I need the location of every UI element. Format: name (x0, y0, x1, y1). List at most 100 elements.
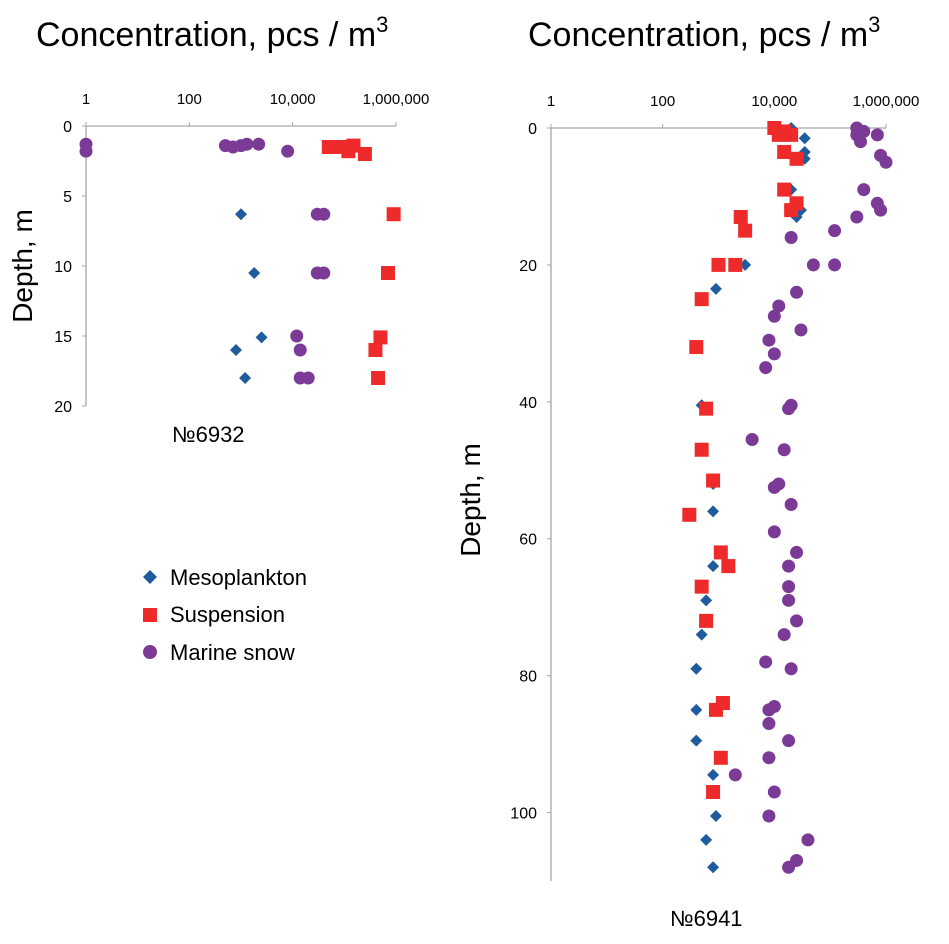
suspension-point (721, 559, 736, 574)
marine-snow-point (762, 703, 776, 717)
tick-labels: 1 100 10,000 1,000,000 0 5 10 15 20 (54, 91, 429, 416)
marine-snow-point (767, 347, 781, 361)
suspension-point (694, 292, 709, 307)
marine-snow-point (772, 299, 786, 313)
tick-labels: 1 100 10,000 1,000,000 0 20 40 60 80 100 (510, 93, 919, 823)
legend-label: Mesoplankton (170, 565, 307, 590)
mesoplankton-point (798, 132, 811, 145)
chart-title: Concentration, pcs / m3 (528, 12, 880, 54)
legend-item-mesoplankton: Mesoplankton (143, 565, 307, 590)
marine-snow-point (293, 343, 307, 357)
suspension-point (784, 127, 799, 142)
legend-marker-circle (143, 645, 157, 659)
suspension-point (682, 507, 697, 522)
station-label: №6932 (172, 422, 245, 447)
marine-snow-point (828, 258, 842, 272)
mesoplankton-point (707, 505, 720, 518)
suspension-point (708, 702, 723, 717)
suspension-point (371, 371, 386, 385)
suspension-point (777, 182, 792, 197)
y-tick-label: 20 (519, 258, 537, 275)
marine-snow-point (317, 207, 331, 221)
marine-snow-point (767, 785, 781, 799)
marine-snow-point (767, 525, 781, 539)
y-tick-label: 20 (54, 399, 72, 416)
x-tick-label: 10,000 (270, 91, 316, 108)
suspension-point (777, 144, 792, 159)
marine-snow-point (784, 231, 798, 245)
marine-snow-point (782, 734, 796, 748)
marine-snow-point (240, 137, 254, 151)
marine-snow-point (790, 545, 804, 559)
suspension-point (368, 343, 383, 357)
marine-snow-point (252, 137, 266, 151)
mesoplankton-point (690, 703, 703, 716)
legend-item-marine-snow: Marine snow (143, 640, 295, 665)
x-tick-label: 100 (177, 91, 202, 108)
x-tick-label: 10,000 (751, 93, 797, 110)
y-tick-label: 100 (510, 806, 537, 823)
mesoplankton-point (707, 861, 720, 874)
mesoplankton-point (229, 344, 242, 356)
marine-snow-point (857, 183, 871, 197)
marine-snow-point (777, 628, 791, 642)
suspension-point (694, 442, 709, 457)
suspension-point (373, 330, 388, 345)
marine-snow-point (759, 361, 773, 375)
y-tick-label: 15 (54, 329, 72, 346)
marine-snow-point (79, 144, 93, 158)
marine-snow-point (801, 833, 815, 847)
mesoplankton-point (695, 628, 708, 641)
chart-station-6932: Concentration, pcs / m3 Depth, m №6932 1… (7, 12, 429, 447)
y-tick-label: 5 (63, 189, 72, 206)
y-tick-label: 10 (54, 259, 72, 276)
marine-snow-point (762, 333, 776, 347)
mesoplankton-point (690, 734, 703, 747)
marine-snow-point (870, 128, 884, 142)
y-tick-label: 0 (528, 121, 537, 138)
suspension-point (706, 785, 721, 800)
marine-snow-point (828, 224, 842, 238)
suspension-point (386, 207, 401, 222)
x-tick-label: 1,000,000 (853, 93, 920, 110)
y-tick-label: 40 (519, 395, 537, 412)
y-tick-label: 60 (519, 532, 537, 549)
y-axis-label: Depth, m (455, 443, 486, 557)
marine-snow-point (767, 309, 781, 323)
legend: Mesoplankton Suspension Marine snow (143, 565, 307, 665)
suspension-point (380, 266, 395, 280)
marine-snow-point (767, 480, 781, 494)
suspension-point (699, 613, 714, 628)
marine-snow-point (290, 329, 304, 343)
mesoplankton-point (707, 768, 720, 781)
mesoplankton-point (239, 372, 252, 384)
marine-snow-point (762, 751, 776, 765)
suspension-point (341, 144, 356, 159)
marine-snow-point (762, 809, 776, 823)
mesoplankton-point (700, 833, 713, 846)
mesoplankton-point (690, 662, 703, 675)
mesoplankton-point (709, 809, 722, 822)
marine-snow-point (806, 258, 820, 272)
mesoplankton-point (700, 594, 713, 607)
suspension-point (771, 127, 786, 142)
x-tick-label: 1 (547, 93, 555, 110)
suspension-point (329, 140, 344, 154)
y-axis-label: Depth, m (7, 209, 38, 323)
suspension-point (738, 223, 753, 238)
marine-snow-point (850, 210, 864, 224)
x-tick-label: 100 (650, 93, 675, 110)
suspension-point (706, 473, 721, 488)
marine-snow-point (782, 593, 796, 607)
mesoplankton-point (235, 208, 247, 221)
suspension-point (689, 340, 704, 355)
legend-label: Marine snow (170, 640, 295, 665)
suspension-point (699, 401, 714, 416)
suspension-point (713, 545, 728, 560)
marine-snow-point (854, 135, 868, 149)
marine-snow-point (745, 432, 759, 446)
marine-snow-point (874, 203, 888, 217)
data-points (682, 121, 893, 874)
suspension-point (713, 750, 728, 765)
